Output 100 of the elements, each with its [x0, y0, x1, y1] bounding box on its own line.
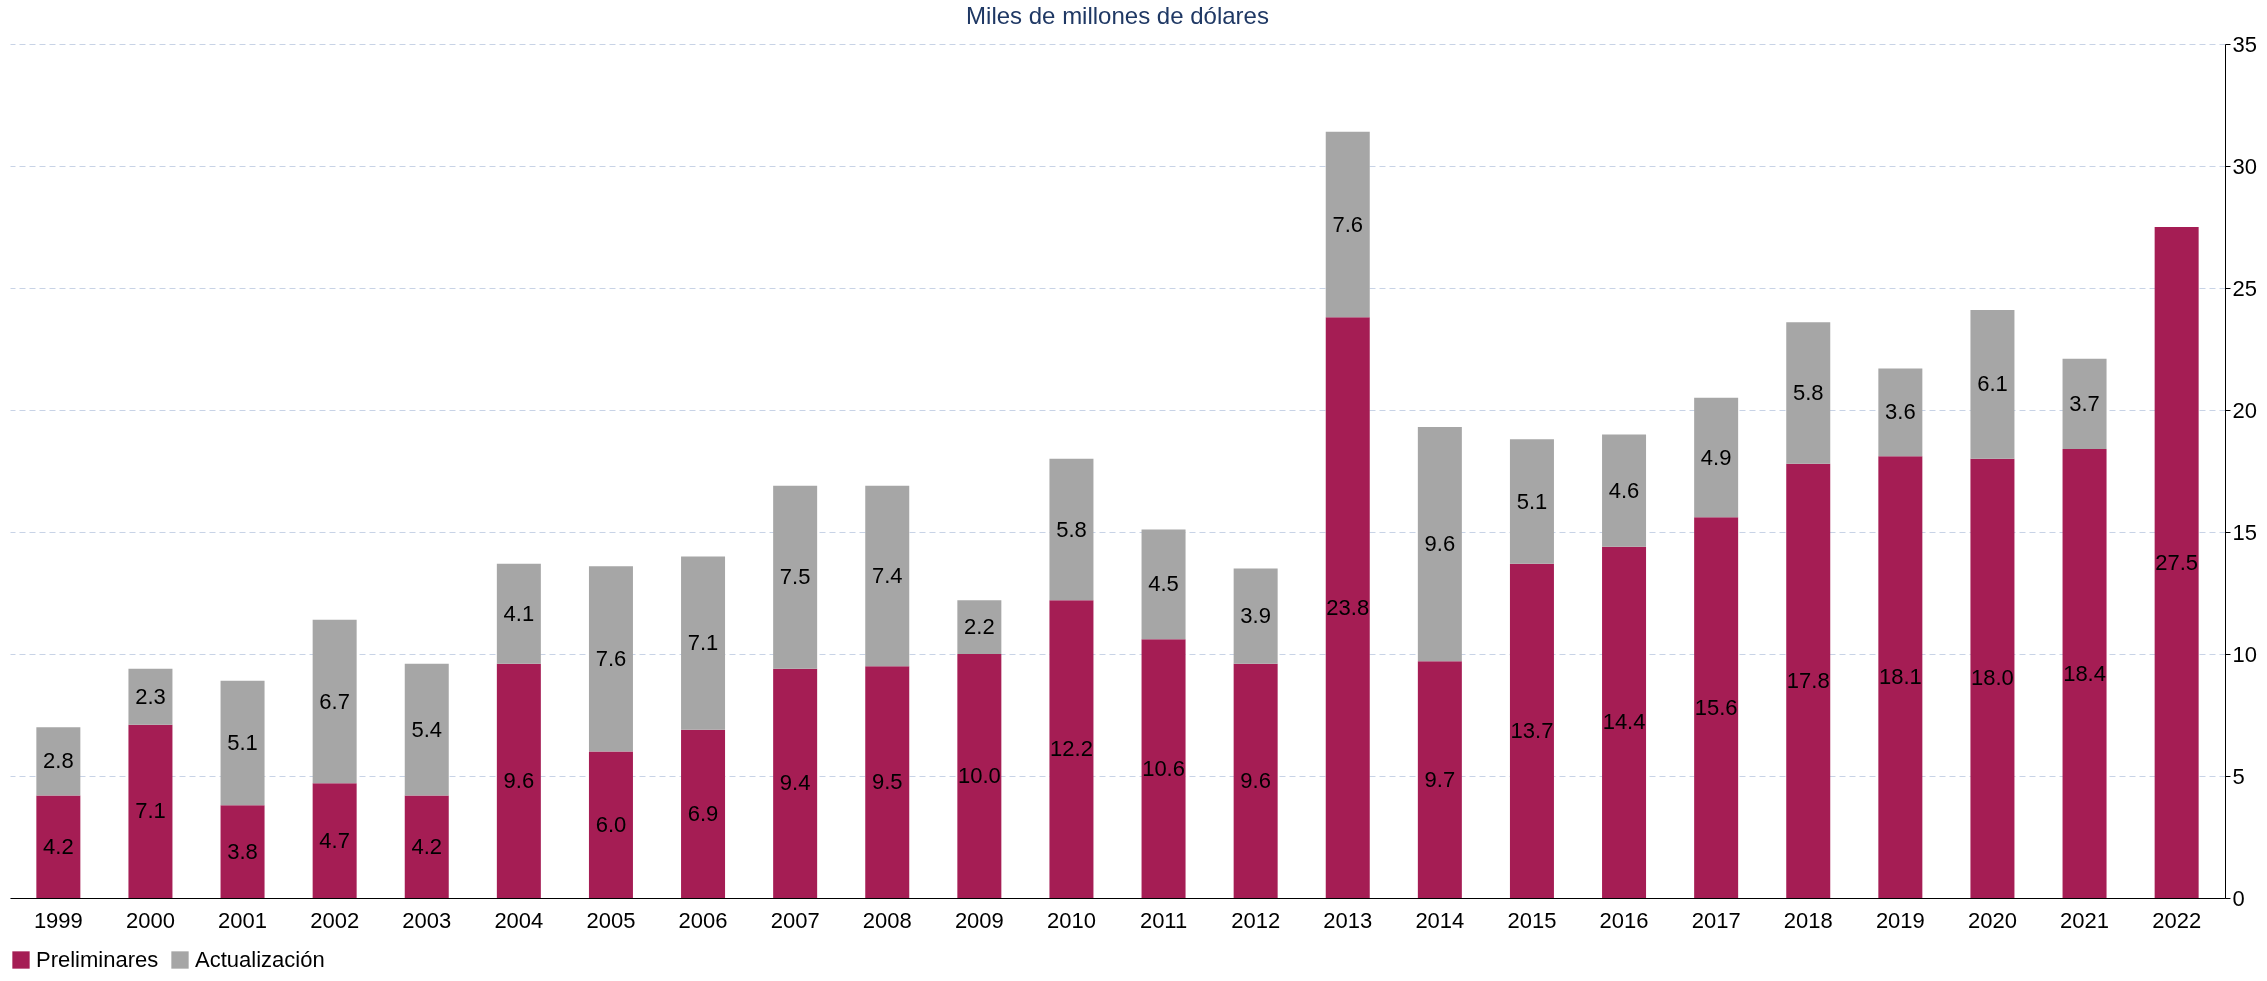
- bar: [1694, 397, 1739, 518]
- data-label: 4.2: [43, 833, 74, 859]
- data-label: 17.8: [1786, 667, 1830, 693]
- bar: [1417, 661, 1462, 898]
- data-label: 6.7: [319, 688, 350, 714]
- data-label: 5.8: [1056, 516, 1087, 542]
- x-tick-label: 2018: [1783, 907, 1833, 933]
- bar: [220, 680, 265, 806]
- data-label: 18.0: [1971, 665, 2014, 691]
- y-tick-label: 0: [2232, 885, 2245, 911]
- bar: [1509, 439, 1554, 564]
- x-tick-label: 2002: [310, 907, 360, 933]
- data-label: 3.8: [227, 838, 258, 864]
- y-tick-label: 5: [2232, 763, 2245, 789]
- data-label: 6.1: [1977, 371, 2008, 397]
- data-label: 7.5: [779, 564, 811, 590]
- y-tick-label: 20: [2232, 397, 2257, 423]
- x-tick-label: 2017: [1691, 907, 1741, 933]
- data-label: 3.9: [1240, 603, 1271, 629]
- bar: [681, 556, 726, 730]
- legend-label: Preliminares: [36, 947, 159, 972]
- x-tick-label: 2000: [125, 907, 175, 933]
- data-label: 7.6: [1332, 211, 1364, 237]
- bar: [957, 600, 1002, 654]
- data-label: 5.1: [227, 730, 258, 756]
- x-tick-label: 2004: [494, 907, 544, 933]
- bar: [2062, 358, 2107, 450]
- x-tick-label: 2022: [2152, 907, 2202, 933]
- data-label: 15.6: [1694, 694, 1738, 720]
- data-label: 10.6: [1142, 755, 1185, 781]
- bar: [957, 654, 1002, 898]
- bar: [1970, 309, 2015, 459]
- bar: [865, 485, 910, 667]
- data-label: 5.1: [1516, 488, 1548, 514]
- data-label: 12.2: [1050, 736, 1093, 762]
- bar: [773, 485, 818, 669]
- bar: [404, 795, 449, 898]
- x-tick-label: 2013: [1323, 907, 1373, 933]
- x-tick-label: 2005: [586, 907, 636, 933]
- data-label: 10.0: [957, 763, 1001, 788]
- data-label: 23.8: [1326, 594, 1370, 620]
- data-label: 4.6: [1608, 477, 1640, 503]
- data-label: 7.6: [595, 645, 627, 671]
- data-label: 5.8: [1792, 379, 1824, 405]
- data-label: 7.4: [871, 562, 903, 588]
- bar: [1509, 563, 1554, 898]
- data-label: 14.4: [1602, 709, 1646, 735]
- bar: [1049, 458, 1094, 601]
- x-tick-label: 2020: [1967, 907, 2017, 933]
- data-label: 9.4: [779, 770, 811, 796]
- y-tick-label: 25: [2232, 275, 2257, 301]
- bar: [36, 727, 81, 796]
- data-label: 4.7: [319, 827, 350, 853]
- x-tick-label: 2010: [1046, 907, 1096, 933]
- bar: [1602, 434, 1647, 547]
- chart-title: Miles de millones de dólares: [966, 2, 1269, 29]
- data-label: 13.7: [1510, 717, 1554, 743]
- data-label: 5.4: [411, 716, 443, 742]
- data-label: 2.3: [135, 683, 166, 709]
- x-tick-label: 2014: [1415, 907, 1465, 933]
- x-tick-label: 2021: [2060, 907, 2110, 933]
- bar: [1233, 663, 1278, 898]
- data-label: 4.5: [1148, 571, 1179, 597]
- y-tick-label: 30: [2232, 153, 2257, 179]
- bar: [1970, 458, 2015, 898]
- x-tick-label: 2001: [218, 907, 268, 933]
- data-label: 18.1: [1878, 664, 1922, 690]
- bar: [1602, 546, 1647, 898]
- data-label: 7.1: [135, 798, 166, 824]
- bar: [1049, 600, 1094, 898]
- x-tick-label: 2007: [770, 907, 820, 933]
- x-tick-label: 2016: [1599, 907, 1649, 933]
- y-tick-label: 10: [2232, 641, 2257, 667]
- bar: [865, 666, 910, 898]
- bar: [1141, 639, 1186, 898]
- bar: [1325, 317, 1370, 898]
- bar: [36, 795, 81, 898]
- bar: [588, 751, 633, 898]
- data-label: 9.5: [871, 769, 903, 795]
- x-tick-label: 2009: [954, 907, 1004, 933]
- data-label: 3.6: [1885, 399, 1916, 425]
- data-label: 4.2: [411, 833, 443, 859]
- bar: [2154, 227, 2199, 898]
- data-label: 7.1: [687, 630, 719, 656]
- data-label: 2.8: [43, 748, 74, 774]
- data-label: 4.9: [1700, 444, 1732, 470]
- data-label: 2.2: [964, 614, 995, 640]
- bar: [1878, 456, 1923, 898]
- bar: [1417, 427, 1462, 662]
- bar: [220, 805, 265, 898]
- bar: [312, 783, 357, 898]
- x-tick-label: 2003: [402, 907, 452, 933]
- bar: [1694, 517, 1739, 898]
- x-tick-label: 2012: [1231, 907, 1281, 933]
- bar: [588, 566, 633, 752]
- bar: [128, 668, 173, 725]
- bar: [681, 729, 726, 898]
- legend-label: Actualización: [195, 947, 325, 972]
- data-label: 9.6: [1424, 531, 1456, 557]
- x-tick-label: 2008: [862, 907, 912, 933]
